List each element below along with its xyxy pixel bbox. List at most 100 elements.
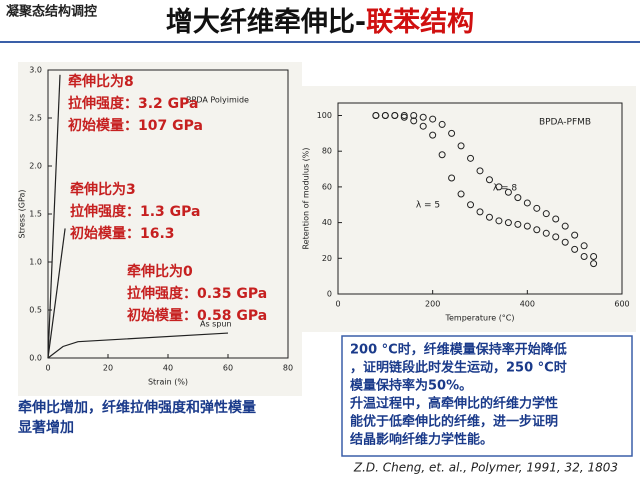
y-tick-label: 3.0 [29,66,42,75]
data-point [438,120,446,128]
data-point [533,226,541,234]
data-point [590,260,598,268]
note-text: 拉伸强度：3.2 GPa [68,95,199,112]
data-point [580,242,588,250]
data-point [400,113,408,121]
note-text: 拉伸强度：0.35 GPa [127,285,267,302]
data-point [438,151,446,159]
y-tick-label: 0 [327,290,332,299]
note-text: 拉伸强度：1.3 GPa [70,203,201,220]
stress-strain-line [47,332,229,359]
y-tick-label: 0.0 [29,354,42,363]
data-point [504,219,512,227]
data-point [514,220,522,228]
x-axis-label: Strain (%) [148,378,188,387]
y-tick-label: 2.0 [29,162,42,171]
stress-strain-line [47,228,66,359]
series-label: λ = 5 [416,201,440,211]
data-point [419,122,427,130]
data-point [410,117,418,125]
data-point [571,231,579,239]
data-point [542,229,550,237]
data-point [495,217,503,225]
right-figure-bg [290,86,636,332]
data-point [571,245,579,253]
x-tick-label: 40 [163,364,173,373]
data-point [457,190,465,198]
right-text: 结晶影响纤维力学性能。 [350,432,493,448]
title-text: 增大纤维牵伸比- [166,6,366,38]
y-tick-label: 1.5 [29,210,42,219]
note-text: 牵伸比为3 [70,181,136,198]
note-text: 牵伸比为8 [68,73,134,90]
data-point [448,129,456,137]
title-highlight: 联苯结构 [366,7,474,38]
y-tick-label: 2.5 [29,114,42,123]
data-point [495,183,503,191]
data-point [552,215,560,223]
data-point [476,167,484,175]
right-text: 升温过程中，高牵伸比的纤维力学性 [350,396,558,412]
x-tick-label: 0 [45,364,50,373]
data-point [514,194,522,202]
header-label: 凝聚态结构调控 [6,4,97,20]
y-tick-label: 1.0 [29,258,42,267]
left-text: 显著增加 [18,419,74,436]
text-box [341,335,633,457]
y-tick-label: 20 [322,254,332,263]
data-point [467,201,475,209]
y-axis-label: Stress (GPa) [18,190,27,239]
note-text: 初始模量：107 GPa [68,117,203,134]
y-tick-label: 60 [322,182,332,191]
data-point [552,233,560,241]
data-point [429,131,437,139]
annotation: As spun [200,320,232,329]
data-point [504,188,512,196]
data-point [467,154,475,162]
data-point [429,115,437,123]
x-tick-label: 60 [223,364,233,373]
note-text: 初始模量：0.58 GPa [127,307,267,324]
chart-title: BPDA-PFMB [539,118,591,128]
data-point [485,176,493,184]
note-text: 牵伸比为0 [127,263,193,280]
stress-strain-line [47,74,61,359]
slide-title: 增大纤维牵伸比-联苯结构 [166,6,474,38]
data-point [448,174,456,182]
x-tick-label: 400 [520,300,535,309]
x-axis-label: Temperature (°C) [444,314,514,323]
x-tick-label: 0 [335,300,340,309]
data-point [523,199,531,207]
data-point [561,222,569,230]
data-point [542,210,550,218]
y-tick-label: 100 [317,111,332,120]
y-tick-label: 0.5 [29,306,42,315]
x-tick-label: 20 [103,364,113,373]
data-point [580,253,588,261]
y-tick-label: 40 [322,218,332,227]
series-label: λ = 8 [493,184,518,194]
right-text: 能优于低牵伸比的纤维，进一步证明 [350,414,558,430]
left-text: 牵伸比增加，纤维拉伸强度和弹性模量 [18,399,256,416]
annotation: BPDA Polyimide [186,96,249,105]
data-point [476,208,484,216]
data-point [457,142,465,150]
data-point [485,213,493,221]
y-tick-label: 80 [322,147,332,156]
right-text: ，证明链段此时发生运动，250 °C时 [350,360,567,376]
data-point [410,111,418,119]
data-point [590,253,598,261]
data-point [561,238,569,246]
citation: Z.D. Cheng, et. al., Polymer, 1991, 32, … [353,461,618,475]
data-point [533,204,541,212]
data-point [523,222,531,230]
data-point [381,111,389,119]
data-point [391,111,399,119]
right-text: 模量保持率为50%。 [350,378,472,394]
right-text: 200 °C时，纤维模量保持率开始降低 [350,342,567,358]
x-tick-label: 200 [425,300,440,309]
plot-frame [337,102,623,295]
x-tick-label: 80 [283,364,293,373]
y-axis-label: Retention of modulus (%) [302,147,311,249]
